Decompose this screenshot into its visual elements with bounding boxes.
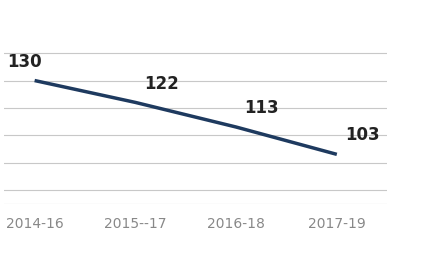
Text: 113: 113 bbox=[245, 99, 279, 117]
Text: 130: 130 bbox=[7, 53, 41, 71]
Text: 103: 103 bbox=[345, 127, 380, 145]
Text: 122: 122 bbox=[144, 75, 179, 92]
